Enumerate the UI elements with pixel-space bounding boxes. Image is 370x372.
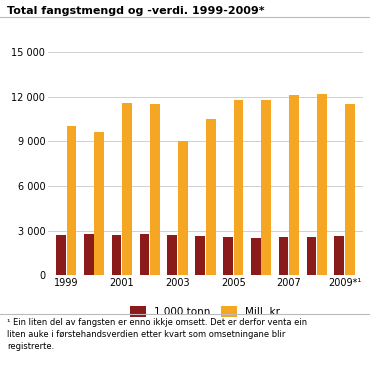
Bar xyxy=(206,119,215,275)
Bar xyxy=(84,234,94,275)
Bar xyxy=(122,103,132,275)
Bar xyxy=(223,237,233,275)
Bar xyxy=(195,236,205,275)
Text: Total fangstmengd og -verdi. 1999-2009*: Total fangstmengd og -verdi. 1999-2009* xyxy=(7,6,265,16)
Text: ¹ Ein liten del av fangsten er enno ikkje omsett. Det er derfor venta ein
liten : ¹ Ein liten del av fangsten er enno ikkj… xyxy=(7,318,307,351)
Bar xyxy=(262,100,271,275)
Bar xyxy=(306,237,316,275)
Bar xyxy=(345,104,355,275)
Bar xyxy=(279,237,289,275)
Bar xyxy=(289,95,299,275)
Bar xyxy=(251,238,260,275)
Bar xyxy=(139,234,149,275)
Bar xyxy=(56,235,66,275)
Bar xyxy=(67,126,76,275)
Legend: 1 000 tonn, Mill. kr: 1 000 tonn, Mill. kr xyxy=(126,302,285,321)
Bar xyxy=(150,104,160,275)
Bar xyxy=(233,100,243,275)
Bar xyxy=(112,235,121,275)
Bar xyxy=(167,235,177,275)
Bar xyxy=(178,141,188,275)
Bar xyxy=(334,236,344,275)
Bar xyxy=(317,94,327,275)
Bar xyxy=(94,132,104,275)
